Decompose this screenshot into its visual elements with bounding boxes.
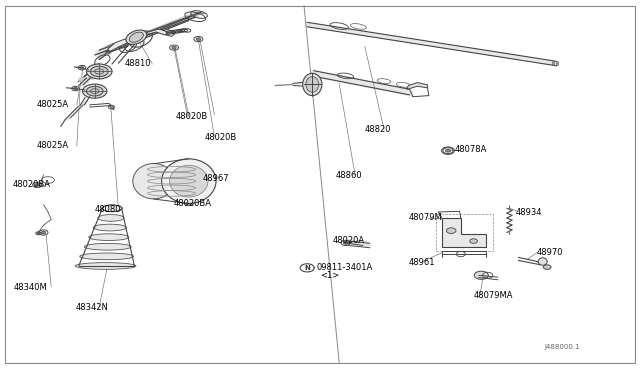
Ellipse shape bbox=[90, 66, 108, 77]
Ellipse shape bbox=[306, 77, 319, 92]
Text: J488000.1: J488000.1 bbox=[544, 344, 580, 350]
Text: 48020A: 48020A bbox=[333, 236, 365, 245]
Ellipse shape bbox=[86, 64, 112, 79]
Text: 48860: 48860 bbox=[336, 171, 363, 180]
Ellipse shape bbox=[196, 38, 201, 41]
Ellipse shape bbox=[187, 201, 192, 204]
Text: 48970: 48970 bbox=[536, 248, 563, 257]
Ellipse shape bbox=[74, 87, 77, 90]
Ellipse shape bbox=[86, 86, 103, 96]
Ellipse shape bbox=[84, 243, 131, 250]
Polygon shape bbox=[145, 29, 168, 35]
Ellipse shape bbox=[80, 253, 134, 260]
Ellipse shape bbox=[126, 30, 147, 44]
Text: 48342N: 48342N bbox=[76, 303, 108, 312]
Ellipse shape bbox=[76, 263, 136, 269]
Ellipse shape bbox=[543, 265, 551, 269]
Text: 48934: 48934 bbox=[515, 208, 541, 217]
Ellipse shape bbox=[93, 224, 127, 231]
Text: 48020B: 48020B bbox=[205, 133, 237, 142]
Ellipse shape bbox=[170, 165, 208, 197]
Ellipse shape bbox=[89, 234, 129, 241]
Text: 48810: 48810 bbox=[124, 59, 151, 68]
Text: 09811-3401A: 09811-3401A bbox=[316, 263, 372, 272]
Polygon shape bbox=[442, 218, 486, 247]
Text: 48020BA: 48020BA bbox=[174, 199, 212, 208]
Ellipse shape bbox=[37, 232, 40, 234]
Text: 48967: 48967 bbox=[202, 174, 229, 183]
Ellipse shape bbox=[344, 242, 348, 244]
Text: 48340M: 48340M bbox=[14, 283, 48, 292]
Ellipse shape bbox=[474, 271, 488, 279]
Text: 48078A: 48078A bbox=[454, 145, 487, 154]
Text: 48820: 48820 bbox=[365, 125, 391, 134]
Bar bbox=[436, 214, 493, 251]
Ellipse shape bbox=[470, 239, 477, 243]
Text: 48079MA: 48079MA bbox=[474, 291, 513, 300]
Ellipse shape bbox=[161, 159, 216, 203]
Text: <1>: <1> bbox=[320, 271, 339, 280]
Text: 48079M: 48079M bbox=[408, 213, 442, 222]
Ellipse shape bbox=[98, 215, 124, 221]
Ellipse shape bbox=[447, 228, 456, 234]
Ellipse shape bbox=[35, 183, 40, 186]
Ellipse shape bbox=[102, 205, 122, 212]
Text: 48080: 48080 bbox=[95, 205, 121, 214]
Text: 48025A: 48025A bbox=[37, 100, 69, 109]
Ellipse shape bbox=[41, 231, 46, 234]
Text: 48020B: 48020B bbox=[176, 112, 208, 121]
Ellipse shape bbox=[129, 32, 143, 42]
Ellipse shape bbox=[172, 46, 177, 49]
Text: 48025A: 48025A bbox=[37, 141, 69, 150]
Ellipse shape bbox=[133, 163, 174, 199]
Text: N: N bbox=[304, 265, 310, 271]
Ellipse shape bbox=[445, 149, 451, 152]
Polygon shape bbox=[108, 39, 129, 51]
Ellipse shape bbox=[538, 258, 547, 265]
Ellipse shape bbox=[303, 73, 322, 96]
Text: 48020BA: 48020BA bbox=[13, 180, 51, 189]
Ellipse shape bbox=[80, 67, 84, 69]
Text: 48961: 48961 bbox=[408, 258, 435, 267]
Ellipse shape bbox=[83, 84, 107, 98]
Polygon shape bbox=[407, 83, 428, 89]
